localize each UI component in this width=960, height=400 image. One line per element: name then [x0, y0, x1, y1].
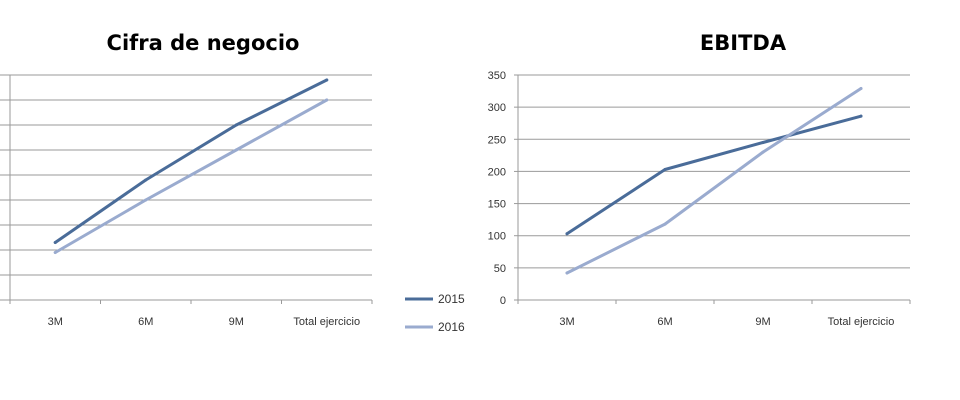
data-point-2016: [325, 98, 329, 102]
x-tick-label: 6M: [138, 316, 153, 328]
data-point-2016: [234, 148, 238, 152]
data-point-2016: [53, 251, 57, 254]
data-point-2016: [565, 271, 569, 275]
legend-label: 2016: [438, 320, 465, 334]
y-tick-label: 300: [488, 102, 506, 114]
data-point-2015: [761, 141, 765, 144]
data-point-2015: [663, 168, 667, 171]
x-tick-label: 3M: [48, 316, 63, 328]
y-tick-label: 100: [488, 231, 506, 243]
data-point-2015: [325, 78, 329, 82]
x-tick-label: 9M: [229, 316, 244, 328]
data-point-2015: [859, 114, 863, 118]
series-line-2015: [565, 114, 863, 236]
data-point-2016: [144, 198, 148, 202]
data-point-2015: [565, 232, 569, 236]
y-tick-label: 0: [500, 295, 506, 307]
series-line-2015: [53, 78, 329, 244]
x-tick-label: 6M: [657, 316, 672, 328]
chart-title: EBITDA: [700, 31, 787, 55]
y-tick-label: 350: [488, 70, 506, 82]
data-point-2016: [663, 222, 667, 226]
data-point-2016: [859, 87, 863, 90]
y-tick-label: 200: [488, 166, 506, 178]
series-line-2016: [53, 98, 329, 254]
y-tick-label: 250: [488, 134, 506, 146]
data-point-2016: [761, 150, 765, 154]
data-point-2015: [53, 241, 57, 244]
series-line-2016: [565, 87, 863, 275]
x-tick-label: 3M: [559, 316, 574, 328]
data-point-2015: [144, 178, 148, 182]
y-tick-label: 150: [488, 199, 506, 211]
data-point-2015: [234, 123, 238, 127]
chart-title: Cifra de negocio: [107, 31, 300, 55]
legend-label: 2015: [438, 292, 465, 306]
y-tick-label: 50: [494, 263, 506, 275]
x-tick-label: Total ejercicio: [828, 316, 895, 328]
x-tick-label: Total ejercicio: [293, 316, 360, 328]
x-tick-label: 9M: [755, 316, 770, 328]
